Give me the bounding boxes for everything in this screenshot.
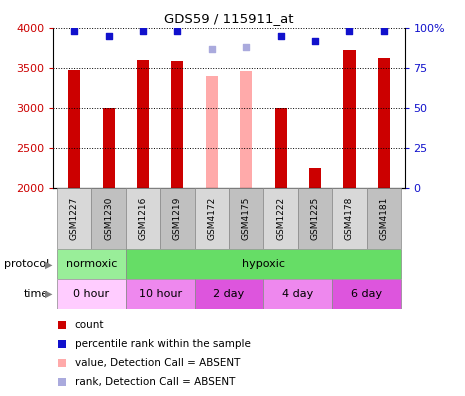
Text: GSM1230: GSM1230	[104, 197, 113, 240]
Text: 4 day: 4 day	[282, 289, 313, 299]
Point	[243, 44, 250, 50]
Bar	[309, 168, 321, 188]
Bar	[57, 188, 91, 249]
Bar	[229, 188, 264, 249]
Point	[59, 322, 66, 328]
Text: count: count	[74, 320, 104, 329]
Point	[139, 28, 146, 34]
Bar	[102, 108, 114, 188]
Text: GSM1219: GSM1219	[173, 197, 182, 240]
Point	[70, 28, 78, 34]
Bar	[298, 188, 332, 249]
Point	[105, 32, 112, 39]
Bar	[126, 188, 160, 249]
Text: rank, Detection Call = ABSENT: rank, Detection Call = ABSENT	[74, 377, 235, 387]
Bar	[126, 249, 401, 279]
Bar	[57, 249, 126, 279]
Point	[208, 46, 215, 52]
Text: time: time	[24, 289, 49, 299]
Text: GSM4175: GSM4175	[242, 197, 251, 240]
Point	[277, 32, 285, 39]
Point	[312, 37, 319, 44]
Bar	[240, 71, 252, 188]
Text: GSM1222: GSM1222	[276, 197, 285, 240]
Text: protocol: protocol	[4, 259, 49, 269]
Bar	[332, 279, 401, 309]
Bar	[206, 76, 218, 188]
Text: 2 day: 2 day	[213, 289, 245, 299]
Title: GDS59 / 115911_at: GDS59 / 115911_at	[164, 12, 294, 25]
Text: GSM1227: GSM1227	[70, 197, 79, 240]
Bar	[57, 279, 126, 309]
Text: normoxic: normoxic	[66, 259, 117, 269]
Text: 10 hour: 10 hour	[139, 289, 182, 299]
Text: percentile rank within the sample: percentile rank within the sample	[74, 339, 251, 349]
Text: 0 hour: 0 hour	[73, 289, 109, 299]
Bar	[126, 279, 194, 309]
Point	[59, 379, 66, 385]
Text: 6 day: 6 day	[351, 289, 382, 299]
Bar	[367, 188, 401, 249]
Text: ▶: ▶	[45, 289, 53, 299]
Bar	[264, 188, 298, 249]
Bar	[172, 61, 183, 188]
Bar	[137, 60, 149, 188]
Bar	[332, 188, 367, 249]
Text: ▶: ▶	[45, 259, 53, 269]
Bar	[68, 70, 80, 188]
Text: value, Detection Call = ABSENT: value, Detection Call = ABSENT	[74, 358, 240, 368]
Bar	[264, 279, 332, 309]
Text: GSM1216: GSM1216	[139, 197, 147, 240]
Bar	[344, 50, 356, 188]
Text: GSM4181: GSM4181	[379, 197, 388, 240]
Bar	[194, 188, 229, 249]
Point	[59, 341, 66, 347]
Point	[59, 360, 66, 366]
Point	[380, 28, 388, 34]
Point	[346, 28, 353, 34]
Bar	[194, 279, 264, 309]
Bar	[91, 188, 126, 249]
Bar	[160, 188, 194, 249]
Text: GSM4178: GSM4178	[345, 197, 354, 240]
Text: GSM1225: GSM1225	[311, 197, 319, 240]
Text: GSM4172: GSM4172	[207, 197, 216, 240]
Bar	[275, 108, 286, 188]
Text: hypoxic: hypoxic	[242, 259, 285, 269]
Point	[173, 28, 181, 34]
Bar	[378, 58, 390, 188]
